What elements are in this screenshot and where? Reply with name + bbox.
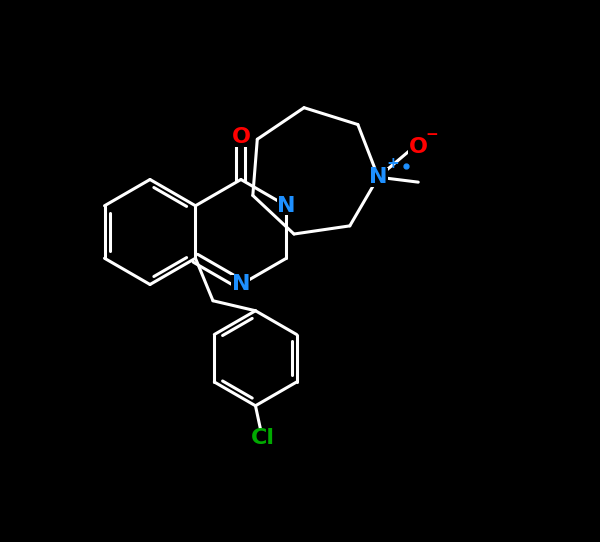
- Bar: [231, 127, 251, 146]
- Bar: [249, 429, 277, 448]
- Text: N: N: [232, 274, 250, 294]
- Text: +: +: [387, 156, 400, 171]
- Bar: [232, 275, 250, 294]
- Bar: [277, 196, 296, 215]
- Text: N: N: [277, 196, 296, 216]
- Text: −: −: [425, 127, 438, 142]
- Text: O: O: [409, 137, 428, 157]
- Bar: [408, 138, 428, 157]
- Text: N: N: [369, 167, 388, 187]
- Text: O: O: [232, 127, 250, 147]
- Bar: [368, 167, 388, 186]
- Text: Cl: Cl: [251, 428, 275, 448]
